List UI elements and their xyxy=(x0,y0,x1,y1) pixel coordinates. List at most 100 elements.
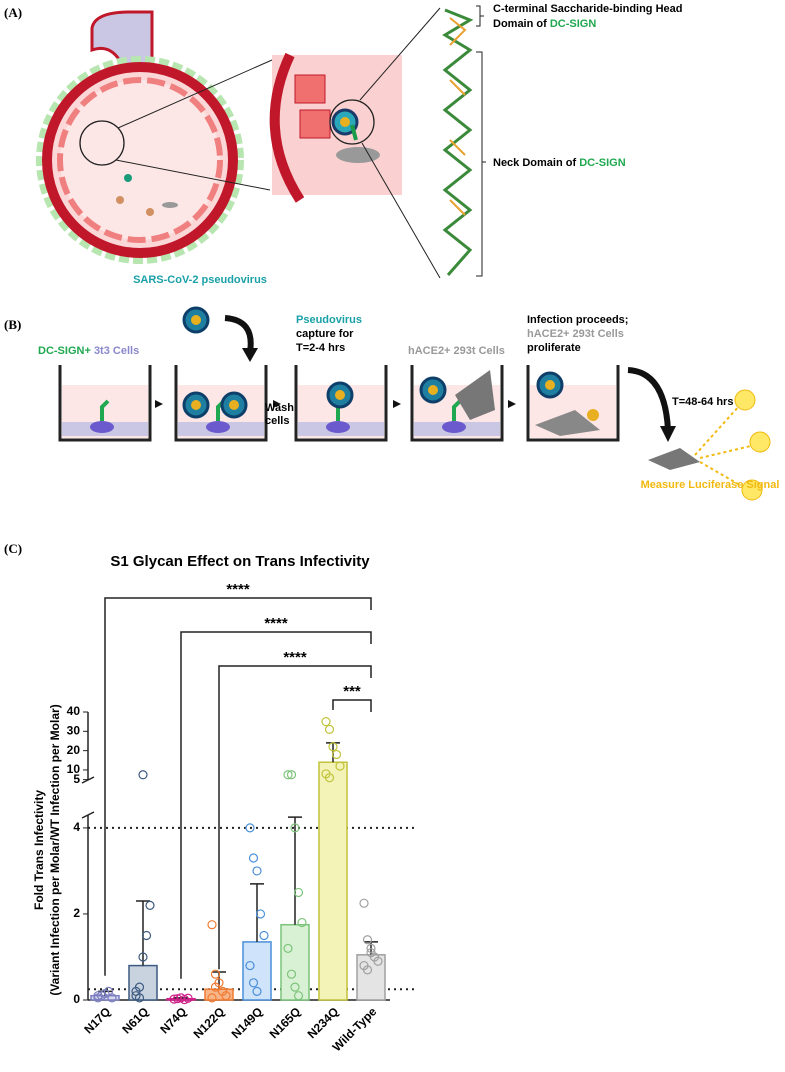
data-point xyxy=(207,993,217,1003)
bar xyxy=(242,941,272,1001)
data-point xyxy=(293,887,304,898)
x-tick-label: N165Q xyxy=(267,1004,304,1041)
assay-contents xyxy=(62,306,771,501)
y-tick-label: 2 xyxy=(73,906,80,920)
significance-label: **** xyxy=(264,615,288,632)
significance-label: **** xyxy=(283,649,307,666)
x-tick-label: N234Q xyxy=(305,1004,342,1041)
data-point xyxy=(324,724,335,734)
y-tick-label: 10 xyxy=(67,762,81,776)
dcsign-label: DC-SIGN xyxy=(550,18,597,30)
data-point xyxy=(359,898,369,908)
assay-diagram xyxy=(58,365,620,442)
x-tick-label: N17Q xyxy=(81,1004,113,1036)
data-point xyxy=(169,994,179,1004)
significance-bracket xyxy=(104,597,372,976)
data-point xyxy=(286,969,297,979)
data-point xyxy=(138,770,148,780)
y-tick-label: 40 xyxy=(67,704,81,718)
chart-title: S1 Glycan Effect on Trans Infectivity xyxy=(110,553,370,570)
dcsign-label: DC-SIGN+ xyxy=(38,345,91,357)
data-point xyxy=(141,930,152,941)
data-point xyxy=(259,930,269,941)
significance-label: **** xyxy=(226,581,250,598)
infect-label: hACE2+ 293t Cells xyxy=(527,328,624,340)
data-point xyxy=(252,866,262,876)
panel-label: (C) xyxy=(4,541,22,556)
bar xyxy=(356,954,386,1001)
data-point xyxy=(366,943,376,953)
bar xyxy=(318,761,348,1001)
data-point xyxy=(172,994,183,1004)
y-tick-label: 5 xyxy=(73,772,80,786)
measure-label: Measure Luciferase Signal xyxy=(641,479,780,491)
capture-label: Pseudovirus xyxy=(296,314,362,326)
y-tick-label: 4 xyxy=(73,820,80,834)
bar xyxy=(280,923,310,1001)
data-point xyxy=(210,982,221,992)
data-point xyxy=(245,960,255,971)
data-point xyxy=(207,920,217,930)
data-point xyxy=(107,993,117,1003)
significance-bracket xyxy=(180,631,372,979)
time-label: T=48-64 hrs xyxy=(672,396,733,408)
panel-label: (B) xyxy=(4,317,21,332)
infect-label: Infection proceeds; xyxy=(527,314,628,326)
data-point xyxy=(248,978,259,988)
data-point xyxy=(221,991,231,1001)
hace2-label: hACE2+ 293t Cells xyxy=(408,345,505,357)
data-point xyxy=(362,965,373,975)
capture-label: T=2-4 hrs xyxy=(296,342,345,354)
chart: 0 2 4 510 20 30 40 N17Q N61Q N74Q N122Q N149Q N165Q N… xyxy=(67,581,415,1054)
wash-label: cells xyxy=(265,415,289,427)
data-point xyxy=(283,943,293,953)
dcsign-label: DC-SIGN xyxy=(579,157,626,169)
head-text: Domain of DC-SIGN xyxy=(493,18,596,30)
data-point xyxy=(331,749,342,760)
virus-label: SARS-CoV-2 pseudovirus xyxy=(133,274,267,286)
significance-bracket xyxy=(332,699,372,712)
data-point xyxy=(252,986,262,996)
wash-label: Wash xyxy=(265,402,294,414)
significance-bracket xyxy=(218,665,372,970)
data-point xyxy=(297,917,307,928)
data-point xyxy=(183,993,193,1003)
data-point xyxy=(335,761,345,771)
cells-label: 3t3 Cells xyxy=(94,345,139,357)
x-tick-label: N61Q xyxy=(119,1004,151,1036)
axis-break xyxy=(81,811,95,819)
data-point xyxy=(248,853,259,863)
data-point xyxy=(373,956,383,966)
y-tick-label: 20 xyxy=(67,743,81,757)
capture-label: capture for xyxy=(296,328,354,340)
head-text: Domain of xyxy=(493,18,550,30)
data-point xyxy=(93,991,103,1001)
data-point xyxy=(366,948,376,958)
x-tick-label: N122Q xyxy=(191,1004,228,1041)
data-point xyxy=(324,773,335,783)
data-point xyxy=(283,770,293,780)
data-point xyxy=(134,993,145,1003)
significance-label: *** xyxy=(343,683,361,700)
head-text: C-terminal Saccharide-binding Head xyxy=(493,3,682,15)
data-point xyxy=(138,952,148,962)
y-tick-label: 30 xyxy=(67,723,81,737)
data-point xyxy=(210,969,221,979)
cells-label: DC-SIGN+ 3t3 Cells xyxy=(38,345,139,357)
data-point xyxy=(290,823,300,833)
neck-text: Neck Domain of DC-SIGN xyxy=(493,157,626,169)
data-point xyxy=(328,742,338,752)
y-axis-label: Fold Trans Infectivity xyxy=(32,790,46,910)
data-point xyxy=(321,717,331,727)
y-tick-label: 0 xyxy=(73,992,80,1006)
y-axis-label: (Variant Infection per Molar/WT Infectio… xyxy=(48,704,62,995)
vessel-diagram xyxy=(36,5,486,279)
infect-label: proliferate xyxy=(527,342,581,354)
data-point xyxy=(286,770,297,780)
data-point xyxy=(290,982,300,992)
data-point xyxy=(293,991,304,1001)
neck-text: Neck Domain of xyxy=(493,157,579,169)
panel-label: (A) xyxy=(4,5,22,20)
data-point xyxy=(362,935,373,945)
